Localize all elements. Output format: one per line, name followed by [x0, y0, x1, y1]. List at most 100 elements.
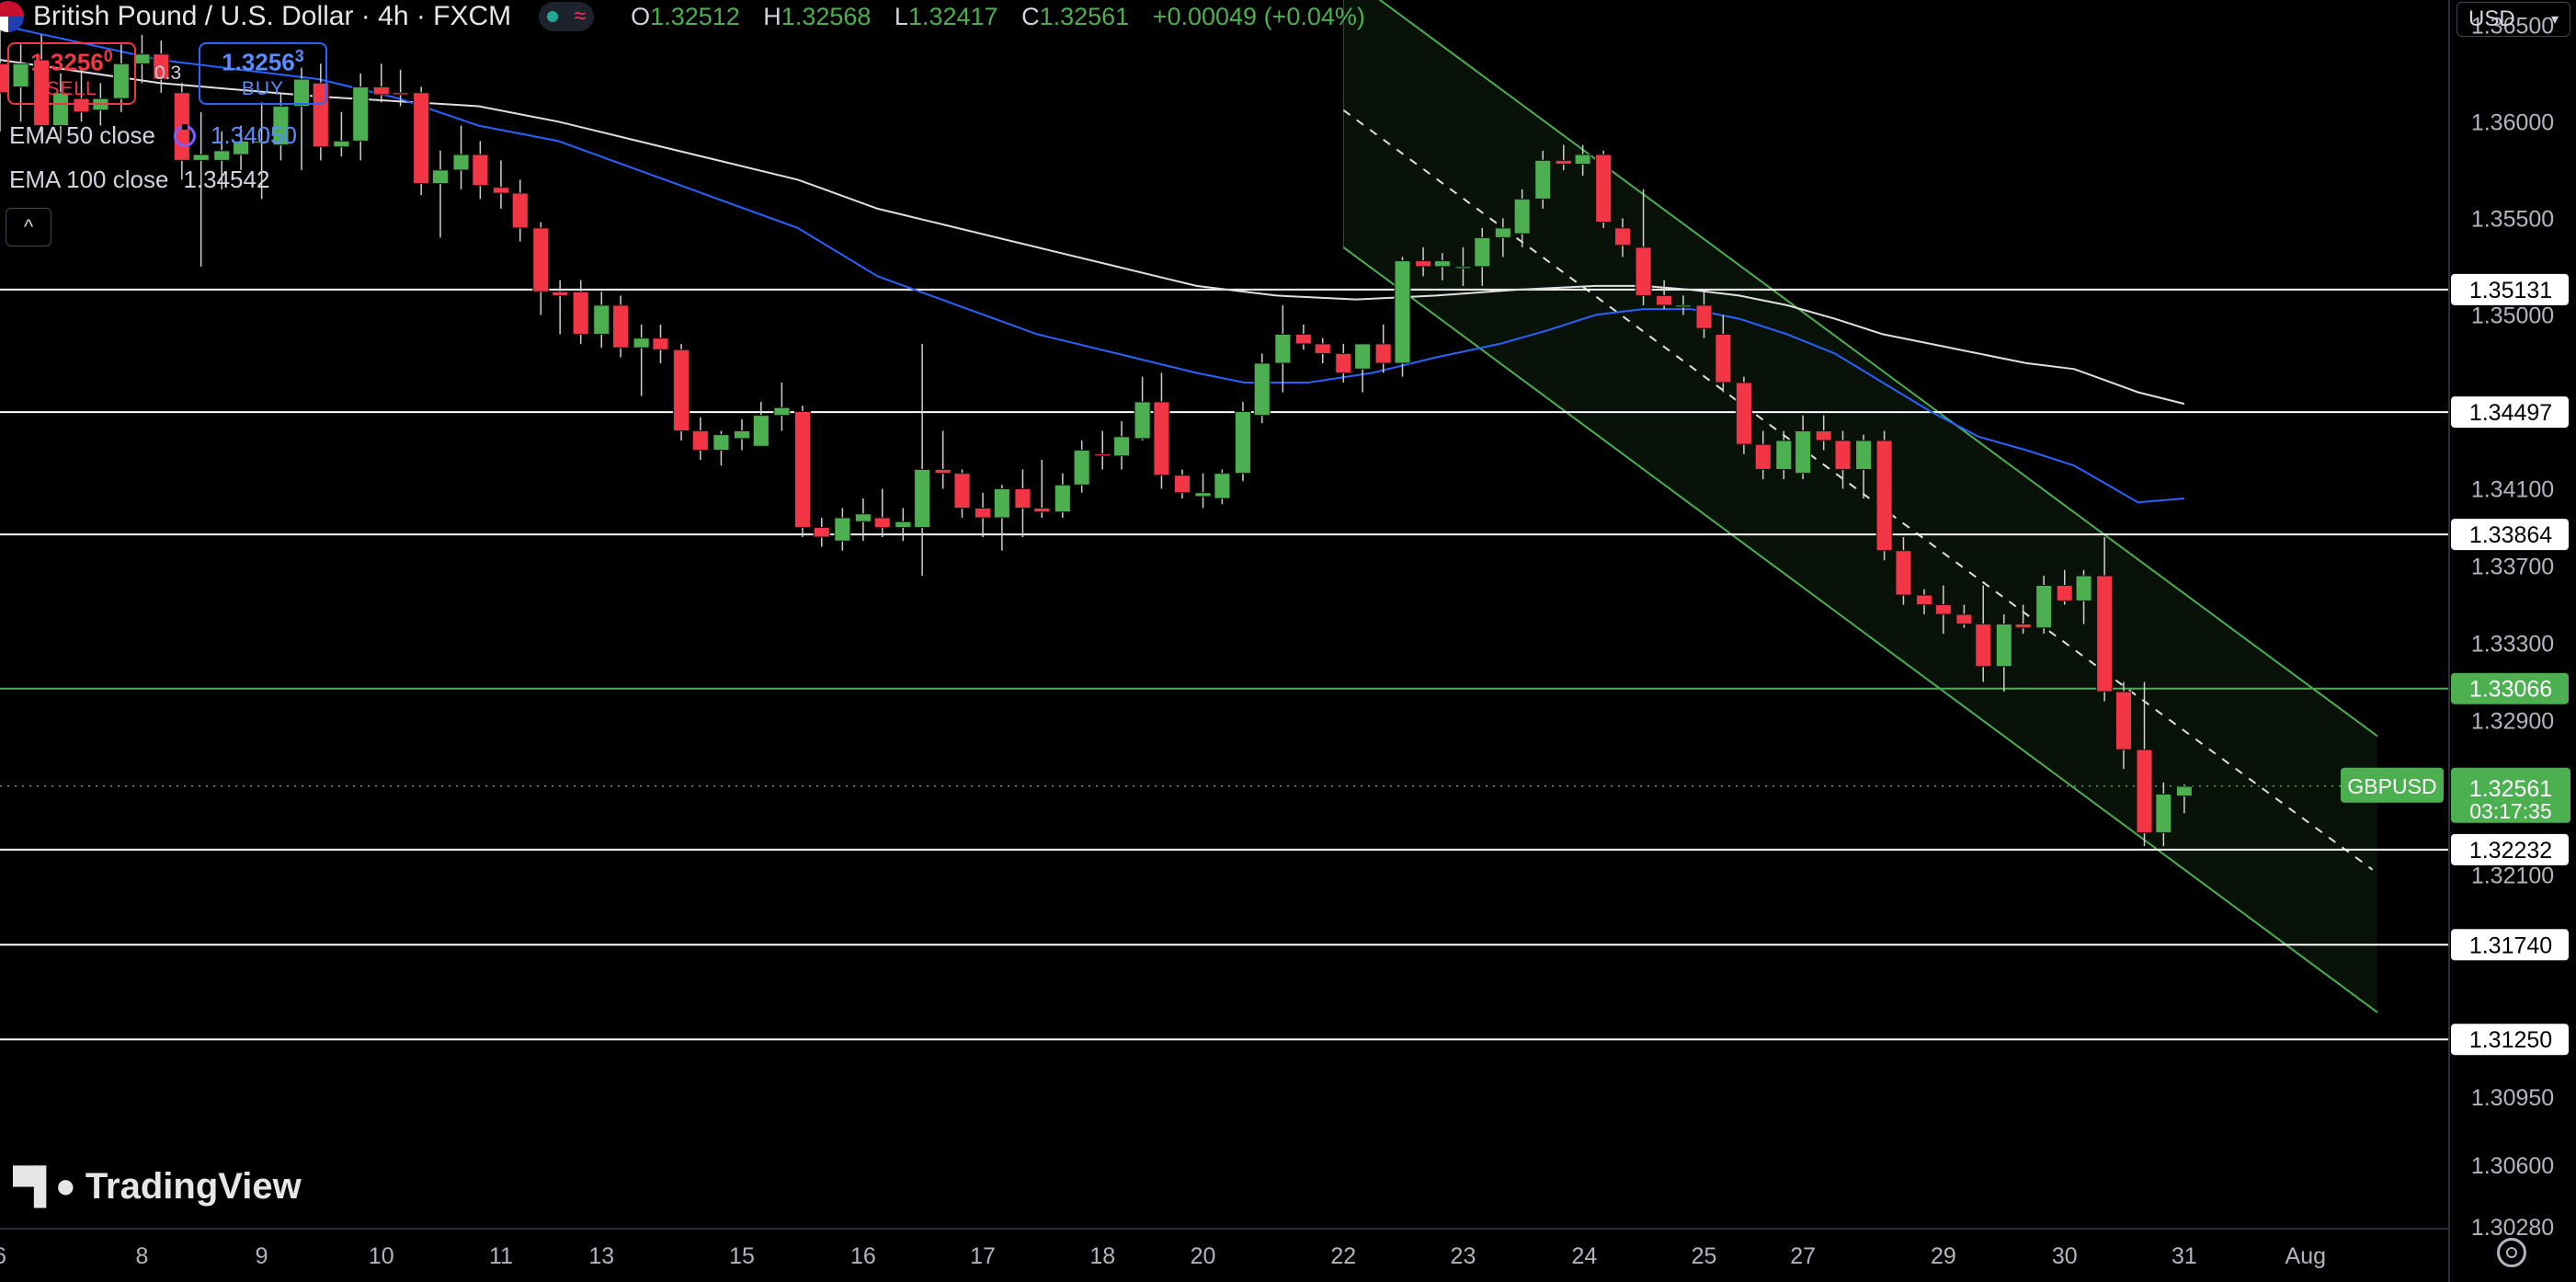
candle-body: [253, 140, 270, 143]
candle-body: [1014, 487, 1032, 509]
regression-channel[interactable]: [1342, 0, 2378, 1013]
candle-body: [1534, 159, 1552, 200]
candle-body: [12, 63, 29, 88]
price-tick-label: 1.30280: [2471, 1215, 2554, 1241]
price-tick-label: 1.32100: [2471, 864, 2554, 889]
level-price-tag: [2451, 833, 2569, 865]
price-tick-label: 1.32900: [2471, 709, 2554, 735]
channel-upper-line: [1378, 0, 2378, 738]
candle-body: [1855, 440, 1873, 470]
price-tick-label: 1.35000: [2471, 303, 2554, 328]
change-value: +0.00049 (+0.04%): [1152, 2, 1365, 30]
level-price-tag: [2451, 672, 2569, 704]
time-tick-label: 16: [850, 1243, 876, 1269]
candle-body: [1474, 236, 1491, 268]
buy-label: BUY: [241, 78, 285, 100]
candle-body: [293, 78, 311, 108]
candle-body: [272, 106, 290, 146]
time-tick-label: 25: [1692, 1243, 1717, 1269]
sell-price: 1.32560: [30, 47, 113, 77]
market-status-pill[interactable]: ≈: [539, 2, 595, 31]
candle-body: [1134, 401, 1151, 440]
gbp-usd-flag-icon: [0, 1, 24, 32]
currency-select[interactable]: USD ▾: [2456, 2, 2570, 37]
candle-body: [1895, 550, 1912, 596]
candle-body: [773, 406, 791, 417]
candle-body: [1775, 440, 1793, 470]
candle-body: [2114, 691, 2132, 750]
chevron-up-icon: ^: [23, 215, 34, 238]
candle-body: [431, 169, 449, 185]
level-price-label: 1.31740: [2469, 933, 2552, 958]
candle-body: [873, 517, 891, 529]
candle-body: [895, 521, 912, 529]
price-axis[interactable]: 1.36500 1.36000 1.35500 1.35000 1.34100 1.337…: [2341, 0, 2576, 1282]
buy-button[interactable]: 1.32563 BUY: [199, 42, 327, 105]
price-tick-label: 1.35500: [2471, 206, 2554, 232]
countdown-label: 03:17:35: [2469, 799, 2552, 823]
time-tick-label: 18: [1089, 1243, 1115, 1269]
time-tick-label: 20: [1191, 1243, 1216, 1269]
price-tick-label: 1.30950: [2471, 1085, 2554, 1111]
sell-button[interactable]: 1.32560 SELL: [7, 42, 136, 105]
high-key: H: [763, 2, 781, 30]
candle-body: [1253, 362, 1271, 417]
channel-fill: [1343, 0, 2377, 1013]
candle-body: [1916, 594, 1933, 606]
candle-body: [532, 227, 550, 292]
candle-body: [1335, 352, 1352, 373]
price-tick-label: 1.33700: [2471, 555, 2554, 580]
candle-body: [352, 86, 370, 142]
ema100-legend[interactable]: EMA 100 close 1.34542: [9, 166, 269, 194]
buy-price-main: 1.3256: [222, 48, 295, 76]
horizontal-levels[interactable]: [0, 288, 2449, 1041]
candle-body: [1234, 410, 1251, 475]
price-tick-label: 1.33300: [2471, 632, 2554, 658]
level-price-label: 1.32232: [2469, 838, 2552, 864]
candle-body: [734, 429, 751, 440]
candle-body: [472, 154, 489, 187]
time-tick-label: 6: [0, 1243, 6, 1269]
candle-body: [1113, 436, 1131, 457]
candle-body: [1815, 429, 1832, 441]
settings-gear-icon[interactable]: [2497, 1238, 2526, 1267]
ema50-legend[interactable]: EMA 50 close 1.34050: [9, 121, 297, 150]
candle-body: [1656, 294, 1673, 306]
candle-body: [953, 473, 971, 509]
candle-body: [572, 291, 589, 335]
candle-body: [333, 140, 350, 148]
candle-body: [2175, 785, 2193, 797]
candle-body: [1513, 198, 1531, 235]
candle-body: [1934, 604, 1952, 615]
candle-body: [1214, 473, 1231, 499]
candle-body: [691, 429, 709, 451]
symbol-header: British Pound / U.S. Dollar · 4h · FXCM …: [0, 0, 1382, 33]
level-price-tag: [2451, 929, 2569, 961]
high-value: 1.32568: [781, 2, 872, 30]
candlesticks: [0, 15, 2193, 847]
candle-body: [1394, 260, 1411, 364]
candle-body: [372, 86, 390, 96]
collapse-legend-button[interactable]: ^: [6, 208, 51, 246]
low-key: L: [894, 2, 908, 30]
candle-body: [1054, 484, 1071, 513]
level-price-tag: [2451, 1024, 2569, 1056]
time-tick-label: 10: [369, 1243, 394, 1269]
chevron-down-icon: ▾: [2550, 12, 2559, 28]
candle-body: [1274, 333, 1292, 364]
time-tick-label: 15: [729, 1243, 755, 1269]
candle-body: [1995, 624, 2012, 668]
candle-body: [1354, 343, 1372, 370]
time-axis[interactable]: 6 8 9 10 11 13 15 16 17 18 20 22 23 24 25 27 29 30 31 Aug: [0, 1228, 2449, 1269]
candle-body: [2014, 624, 2032, 629]
level-price-label: 1.33066: [2469, 677, 2552, 703]
candle-body: [1415, 260, 1432, 268]
symbol-title[interactable]: British Pound / U.S. Dollar · 4h · FXCM: [33, 1, 512, 31]
candle-body: [1174, 475, 1191, 494]
sell-price-main: 1.3256: [30, 48, 104, 76]
currency-label: USD: [2468, 6, 2515, 31]
logo-text: TradingView: [85, 1166, 302, 1207]
level-price-label: 1.34497: [2469, 400, 2552, 426]
candle-body: [1595, 154, 1613, 223]
